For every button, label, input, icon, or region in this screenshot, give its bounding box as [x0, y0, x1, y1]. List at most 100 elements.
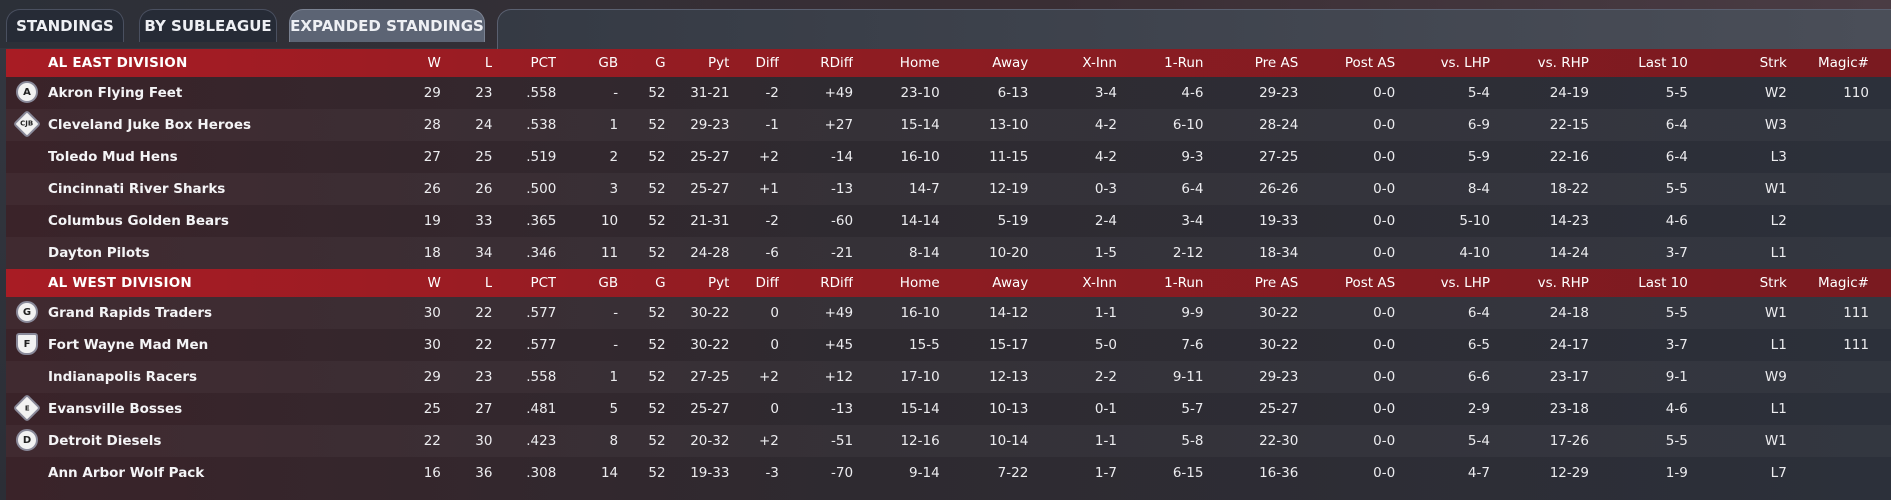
cell-post-as: 0-0 — [1373, 213, 1396, 229]
column-header-pyt[interactable]: Pyt — [708, 55, 730, 71]
team-cell[interactable]: Dayton Pilots — [6, 237, 398, 269]
column-header-vs-lhp[interactable]: vs. LHP — [1440, 275, 1490, 291]
column-header-1-run[interactable]: 1-Run — [1164, 55, 1204, 71]
team-name[interactable]: Evansville Bosses — [48, 401, 183, 417]
team-name[interactable]: Columbus Golden Bears — [48, 213, 229, 229]
cell-vs-lhp: 2-9 — [1467, 401, 1490, 417]
column-header-magic[interactable]: Magic# — [1818, 275, 1869, 291]
column-header-vs-rhp[interactable]: vs. RHP — [1537, 55, 1589, 71]
column-header-gb[interactable]: GB — [598, 275, 619, 291]
column-header-1-run[interactable]: 1-Run — [1164, 275, 1204, 291]
column-header-post-as[interactable]: Post AS — [1344, 275, 1396, 291]
tab-expanded-standings[interactable]: EXPANDED STANDINGS — [289, 9, 485, 42]
column-header-home[interactable]: Home — [899, 55, 940, 71]
team-cell[interactable]: D Detroit Diesels — [6, 425, 398, 457]
column-header-rdiff[interactable]: RDiff — [820, 55, 854, 71]
column-header-last-10[interactable]: Last 10 — [1638, 275, 1688, 291]
cell-diff: -6 — [729, 237, 778, 269]
team-name[interactable]: Indianapolis Racers — [48, 369, 198, 385]
team-name[interactable]: Grand Rapids Traders — [48, 305, 213, 321]
cell-away: 10-14 — [940, 425, 1028, 457]
column-header-vs-lhp[interactable]: vs. LHP — [1440, 55, 1490, 71]
column-header-x-inn[interactable]: X-Inn — [1082, 275, 1117, 291]
team-name[interactable]: Ann Arbor Wolf Pack — [48, 465, 205, 481]
cell-x-inn: 1-1 — [1028, 297, 1117, 329]
column-header-g[interactable]: G — [655, 55, 666, 71]
cell-g: 52 — [648, 465, 666, 481]
team-name[interactable]: Detroit Diesels — [48, 433, 162, 449]
table-row[interactable]: E Evansville Bosses 25 27 .481 5 52 25-27 0 -13 15… — [6, 393, 1891, 425]
tab-standings[interactable]: STANDINGS — [6, 9, 124, 42]
column-header-diff[interactable]: Diff — [755, 275, 779, 291]
team-cell[interactable]: G Grand Rapids Traders — [6, 297, 398, 329]
cell-strk: W9 — [1688, 361, 1787, 393]
column-header-pre-as[interactable]: Pre AS — [1254, 55, 1299, 71]
cell-rdiff: -13 — [779, 173, 853, 205]
column-header-pct[interactable]: PCT — [530, 55, 557, 71]
table-row[interactable]: G Grand Rapids Traders 30 22.577-52 30-22 0 +4… — [6, 297, 1891, 329]
team-name[interactable]: Toledo Mud Hens — [48, 149, 178, 165]
column-header-vs-rhp[interactable]: vs. RHP — [1537, 275, 1589, 291]
column-header-away[interactable]: Away — [992, 55, 1029, 71]
cell-rdiff: -21 — [779, 237, 853, 269]
column-header-last-10[interactable]: Last 10 — [1638, 55, 1688, 71]
column-header-x-inn[interactable]: X-Inn — [1082, 55, 1117, 71]
table-row[interactable]: Toledo Mud Hens 27 25 .519 2 52 25-27 +2 -14 16-1… — [6, 141, 1891, 173]
table-row[interactable]: F Fort Wayne Mad Men 30 22 .577 - 52 30-22 0 +45 1… — [6, 329, 1891, 361]
team-logo-letter: F — [23, 338, 31, 350]
column-header-diff[interactable]: Diff — [755, 55, 779, 71]
table-row[interactable]: D Detroit Diesels 22 30.423 8 52 20-32 +2 -51 12-… — [6, 425, 1891, 457]
team-cell[interactable]: Cincinnati River Sharks — [6, 173, 398, 205]
cell-pct: .519 — [526, 149, 557, 165]
tab-by-subleague[interactable]: BY SUBLEAGUE — [139, 9, 277, 42]
team-cell[interactable]: E Evansville Bosses — [6, 393, 398, 425]
team-cell[interactable]: Columbus Golden Bears — [6, 205, 398, 237]
table-row[interactable]: Columbus Golden Bears 19 33 .365 10 52 21-31 -2… — [6, 205, 1891, 237]
column-header-l[interactable]: L — [484, 275, 493, 291]
table-row[interactable]: Indianapolis Racers 29 23.558 1 52 27-25 +2 +12… — [6, 361, 1891, 393]
table-row[interactable]: Dayton Pilots 18 34.346 11 52 24-28 -6 -21 8-14 1… — [6, 237, 1891, 269]
cell-pre-as: 18-34 — [1203, 237, 1298, 269]
column-header-magic[interactable]: Magic# — [1818, 55, 1869, 71]
cell-magic — [1787, 205, 1891, 237]
cell-rdiff: +12 — [779, 361, 854, 393]
cell-home: 17-10 — [853, 361, 939, 393]
team-cell[interactable]: A Akron Flying Feet — [6, 77, 398, 109]
team-name[interactable]: Dayton Pilots — [48, 245, 150, 261]
team-name[interactable]: Akron Flying Feet — [48, 85, 183, 101]
team-cell[interactable]: F Fort Wayne Mad Men — [6, 329, 398, 361]
column-header-gb[interactable]: GB — [598, 55, 619, 71]
tab-bar-spacer — [497, 9, 1891, 49]
column-header-pyt[interactable]: Pyt — [708, 275, 730, 291]
table-row[interactable]: Cincinnati River Sharks 26 26.500 3 52 25-27 +… — [6, 173, 1891, 205]
team-cell[interactable]: CJB Cleveland Juke Box Heroes — [6, 109, 398, 141]
team-name[interactable]: Fort Wayne Mad Men — [48, 337, 209, 353]
cell-post-as: 0-0 — [1298, 173, 1395, 205]
cell-pre-as: 27-25 — [1259, 149, 1299, 165]
table-row[interactable]: CJB Cleveland Juke Box Heroes 28 24.538 1 52 2… — [6, 109, 1891, 141]
team-cell[interactable]: Ann Arbor Wolf Pack — [6, 457, 398, 489]
cell-w: 22 — [398, 425, 441, 457]
cell-pct: .481 — [526, 401, 557, 417]
table-row[interactable]: A Akron Flying Feet 29 23 .558 - 52 31-21 -2 +49 2… — [6, 77, 1891, 109]
cell-vs-rhp: 17-26 — [1490, 425, 1589, 457]
column-header-w[interactable]: W — [427, 55, 441, 71]
table-row[interactable]: Ann Arbor Wolf Pack 16 36 .308 14 52 19-33 -3 -7… — [6, 457, 1891, 489]
column-header-strk[interactable]: Strk — [1759, 55, 1787, 71]
cell-vs-lhp: 5-4 — [1395, 425, 1490, 457]
column-header-post-as[interactable]: Post AS — [1344, 55, 1396, 71]
column-header-pct[interactable]: PCT — [530, 275, 557, 291]
column-header-pre-as[interactable]: Pre AS — [1254, 275, 1299, 291]
team-name[interactable]: Cleveland Juke Box Heroes — [48, 117, 252, 133]
cell-x-inn: 1-5 — [1028, 237, 1117, 269]
column-header-l[interactable]: L — [484, 55, 493, 71]
column-header-w[interactable]: W — [427, 275, 441, 291]
column-header-g[interactable]: G — [655, 275, 666, 291]
team-cell[interactable]: Toledo Mud Hens — [6, 141, 398, 173]
column-header-strk[interactable]: Strk — [1759, 275, 1787, 291]
team-cell[interactable]: Indianapolis Racers — [6, 361, 398, 393]
column-header-home[interactable]: Home — [899, 275, 940, 291]
column-header-away[interactable]: Away — [992, 275, 1029, 291]
column-header-rdiff[interactable]: RDiff — [820, 275, 854, 291]
team-name[interactable]: Cincinnati River Sharks — [48, 181, 226, 197]
